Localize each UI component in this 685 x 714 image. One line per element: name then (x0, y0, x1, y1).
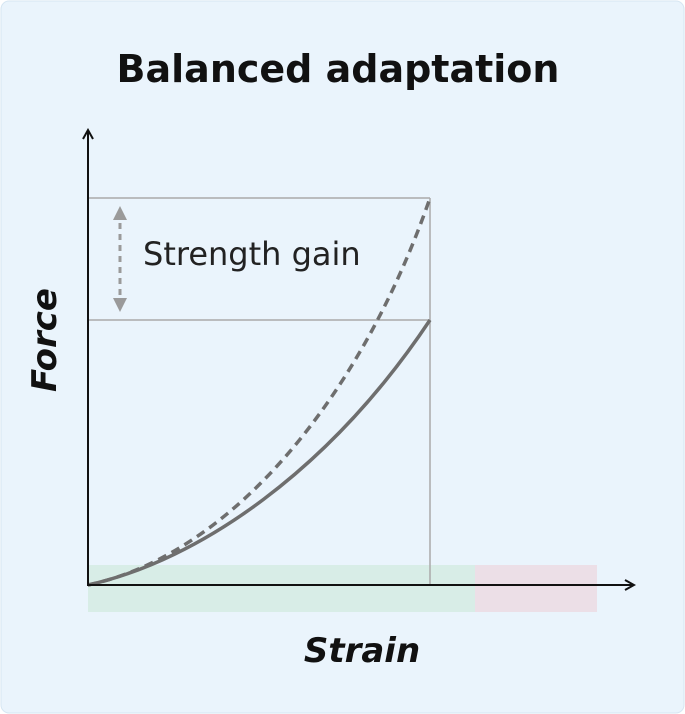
safe-band (88, 565, 475, 612)
x-axis-label: Strain (304, 631, 420, 671)
baseline-curve (87, 319, 432, 587)
title: Balanced adaptation (117, 47, 560, 91)
y-axis-label: Force (25, 288, 65, 392)
annotation: Strength gain (143, 235, 361, 273)
risk-band (475, 565, 597, 612)
